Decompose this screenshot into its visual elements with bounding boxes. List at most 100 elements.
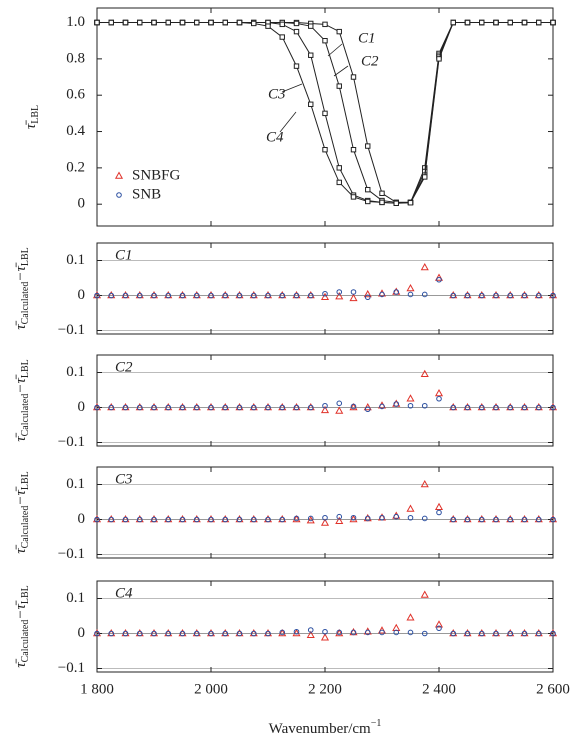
y-label-part: τ̄ [13, 658, 29, 667]
square-marker [536, 19, 542, 26]
square-marker [379, 190, 385, 197]
square-marker [265, 23, 271, 29]
y-tick-label: −0.1 [58, 546, 85, 562]
circle-marker [364, 406, 371, 413]
circle-marker [108, 516, 115, 523]
circle-marker [307, 292, 314, 299]
circle-marker [436, 509, 442, 516]
x-label-part: Wavenumber/cm [269, 721, 371, 737]
square-marker [322, 38, 328, 44]
circle-marker [222, 630, 229, 637]
square-marker [222, 19, 228, 26]
y-tick-label: 0.1 [66, 590, 85, 606]
circle-marker [236, 630, 243, 637]
square-marker [493, 19, 499, 26]
circle-marker [350, 514, 357, 521]
circle-marker [436, 625, 442, 632]
square-marker [94, 19, 100, 26]
triangle-marker [434, 273, 444, 281]
square-marker [436, 56, 442, 62]
square-marker [336, 179, 342, 186]
circle-marker [94, 630, 100, 637]
circle-marker [322, 290, 328, 297]
circle-marker [151, 404, 157, 411]
triangle-marker [320, 518, 330, 526]
square-marker [521, 19, 528, 26]
square-marker [293, 20, 300, 27]
triangle-marker [406, 613, 415, 621]
circle-marker [136, 516, 143, 523]
circle-marker [464, 516, 471, 523]
triangle-marker [335, 628, 344, 637]
y-axis-label: τ̄LBL [23, 105, 41, 129]
square-marker [350, 147, 357, 153]
y-label-part: −τ̄ [13, 600, 29, 619]
circle-marker [265, 292, 271, 299]
circle-marker [179, 292, 186, 299]
y-tick-label: 0.8 [66, 50, 85, 66]
square-marker [308, 52, 314, 58]
y-label-part: Calculated [20, 394, 31, 437]
circle-marker [165, 630, 172, 637]
circle-marker [250, 516, 257, 523]
square-marker [550, 19, 556, 26]
circle-marker [407, 402, 414, 409]
square-marker [336, 28, 342, 35]
circle-marker [322, 628, 328, 635]
circle-marker [116, 192, 122, 198]
circle-marker [193, 292, 200, 299]
circle-marker [507, 292, 514, 299]
y-tick-label: 1.0 [66, 14, 85, 30]
circle-marker [293, 628, 300, 635]
circle-marker [94, 516, 100, 523]
circle-marker [336, 513, 343, 520]
y-axis-label: τ̄Calculated−τ̄LBL [13, 359, 31, 442]
circle-marker [550, 404, 556, 411]
circle-marker [165, 516, 172, 523]
triangle-marker [335, 516, 344, 525]
y-label-part: LBL [20, 585, 31, 604]
x-axis-label: Wavenumber/cm−1 [269, 718, 382, 737]
square-marker [279, 34, 285, 40]
legend-label: SNBFG [132, 167, 181, 183]
square-marker [336, 83, 342, 89]
legend-entry: SNB [132, 186, 161, 202]
square-marker [322, 147, 328, 153]
circle-marker [307, 404, 314, 411]
circle-marker [307, 515, 314, 522]
x-tick-label: 2 200 [308, 681, 342, 697]
circle-marker [293, 292, 300, 299]
circle-marker [507, 404, 514, 411]
square-marker [308, 23, 314, 29]
leader-line [333, 65, 349, 77]
circle-marker [436, 276, 442, 283]
square-marker [208, 19, 214, 26]
y-label-part: −τ̄ [13, 486, 29, 505]
circle-marker [265, 516, 271, 523]
square-marker [422, 174, 428, 180]
legend-entry: SNBFG [132, 167, 181, 183]
triangle-marker [363, 289, 372, 298]
circle-marker [236, 404, 243, 411]
triangle-marker [434, 388, 444, 397]
circle-marker [265, 630, 271, 637]
circle-marker [222, 516, 229, 523]
square-marker [365, 143, 371, 149]
triangle-marker [292, 514, 301, 523]
square-marker [236, 19, 243, 26]
circle-marker [393, 401, 400, 407]
triangle-marker [420, 590, 429, 598]
circle-marker [108, 292, 115, 299]
circle-marker [94, 404, 100, 411]
square-marker [308, 101, 314, 107]
circle-marker [279, 292, 286, 299]
circle-marker [193, 404, 200, 411]
circle-marker [122, 292, 129, 299]
square-marker [194, 19, 200, 26]
circle-marker [350, 403, 357, 410]
circle-marker [322, 402, 328, 409]
square-marker [450, 19, 456, 26]
circle-marker [250, 630, 257, 637]
y-label-part: LBL [20, 359, 31, 378]
